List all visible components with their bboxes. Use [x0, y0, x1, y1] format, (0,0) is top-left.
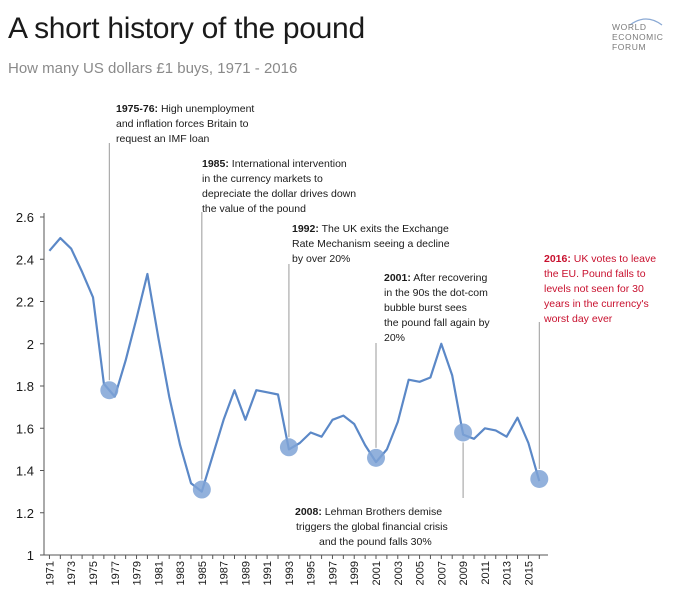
x-tick-label: 2013: [502, 561, 514, 585]
annotation-text: 1992: The UK exits the Exchange Rate Mech…: [292, 223, 450, 265]
x-tick-label: 1977: [110, 561, 122, 585]
x-tick-label: 1973: [66, 561, 78, 585]
annotation-line: bubble burst sees: [384, 302, 467, 314]
highlight-marker: [454, 423, 473, 442]
annotation-line: High unemployment: [158, 103, 254, 115]
y-tick-label: 2.2: [16, 295, 34, 310]
annotation-text: 2008: Lehman Brothers demise triggers the…: [295, 506, 448, 548]
annotation-line: and inflation forces Britain to: [116, 118, 249, 130]
y-tick-label: 2.4: [16, 252, 34, 267]
x-tick-label: 1987: [219, 561, 231, 585]
x-tick-label: 1989: [240, 561, 252, 585]
annotation-line: The UK exits the Exchange: [319, 223, 449, 235]
annotation-line: Rate Mechanism seeing a decline: [292, 238, 450, 250]
annotation-date: 2001:: [384, 272, 411, 284]
annotation-line: levels not seen for 30: [544, 283, 644, 295]
annotation-line: worst day ever: [543, 313, 613, 325]
y-tick-label: 2.6: [16, 210, 34, 225]
annotation-line: the pound fall again by: [384, 317, 490, 329]
x-tick-label: 1991: [262, 561, 274, 585]
y-tick-label: 2: [27, 337, 34, 352]
y-tick-label: 1.4: [16, 464, 34, 479]
annotation-date: 1985:: [202, 158, 229, 170]
highlight-marker: [100, 381, 119, 400]
x-tick-label: 2005: [415, 561, 427, 585]
logo-line: FORUM: [612, 42, 647, 52]
highlight-marker: [192, 480, 211, 499]
logo-line: WORLD: [612, 22, 647, 32]
annotation-line: in the 90s the dot-com: [384, 287, 488, 299]
annotation-text: 1985: International intervention in the c…: [202, 158, 356, 215]
x-tick-label: 2015: [523, 561, 535, 585]
highlight-marker: [279, 438, 298, 457]
annotation-text: 2001: After recovering in the 90s the dot…: [384, 272, 490, 344]
x-tick-label: 1993: [284, 561, 296, 585]
logo-line: ECONOMIC: [612, 32, 664, 42]
annotation-date: 1975-76:: [116, 103, 158, 115]
annotation-line: After recovering: [411, 272, 488, 284]
annotation-line: request an IMF loan: [116, 133, 210, 145]
annotation-line: Lehman Brothers demise: [322, 506, 442, 518]
x-tick-label: 1983: [175, 561, 187, 585]
y-tick-label: 1: [27, 548, 34, 563]
logo-arc-icon: [629, 18, 663, 26]
y-tick-label: 1.8: [16, 379, 34, 394]
x-tick-label: 2009: [458, 561, 470, 585]
x-tick-label: 1995: [306, 561, 318, 585]
x-tick-label: 1997: [327, 561, 339, 585]
x-tick-label: 1999: [349, 561, 361, 585]
x-tick-label: 1975: [88, 561, 100, 585]
annotation-line: 20%: [384, 332, 405, 344]
annotation-line: years in the currency's: [544, 298, 649, 310]
x-tick-label: 1981: [153, 561, 165, 585]
highlight-marker: [367, 448, 386, 467]
annotation-line: International intervention: [229, 158, 347, 170]
annotation-line: and the pound falls 30%: [319, 536, 432, 548]
annotation-line: depreciate the dollar drives down: [202, 188, 356, 200]
x-tick-label: 2007: [436, 561, 448, 585]
x-tick-label: 1985: [197, 561, 209, 585]
x-tick-label: 2011: [480, 561, 492, 585]
y-tick-label: 1.6: [16, 421, 34, 436]
x-tick-label: 2001: [371, 561, 383, 585]
highlight-marker: [530, 469, 549, 488]
x-tick-label: 2003: [393, 561, 405, 585]
chart-subtitle: How many US dollars £1 buys, 1971 - 2016: [8, 60, 298, 77]
annotation-date: 2016:: [544, 253, 571, 265]
wef-logo: WORLD ECONOMIC FORUM: [612, 22, 670, 52]
annotation-text: 2016: UK votes to leave the EU. Pound fal…: [543, 253, 656, 325]
annotation-line: the value of the pound: [202, 203, 306, 215]
annotation-date: 1992:: [292, 223, 319, 235]
chart-title: A short history of the pound: [8, 12, 365, 45]
annotation-line: the EU. Pound falls to: [544, 268, 646, 280]
annotation-text: 1975-76: High unemployment and inflation …: [116, 103, 254, 145]
annotation-line: in the currency markets to: [202, 173, 323, 185]
annotation-line: by over 20%: [292, 253, 350, 265]
annotation-line: triggers the global financial crisis: [296, 521, 448, 533]
annotation-date: 2008:: [295, 506, 322, 518]
x-tick-label: 1979: [132, 561, 144, 585]
annotation-line: UK votes to leave: [571, 253, 656, 265]
y-tick-label: 1.2: [16, 506, 34, 521]
x-tick-label: 1971: [44, 561, 56, 585]
